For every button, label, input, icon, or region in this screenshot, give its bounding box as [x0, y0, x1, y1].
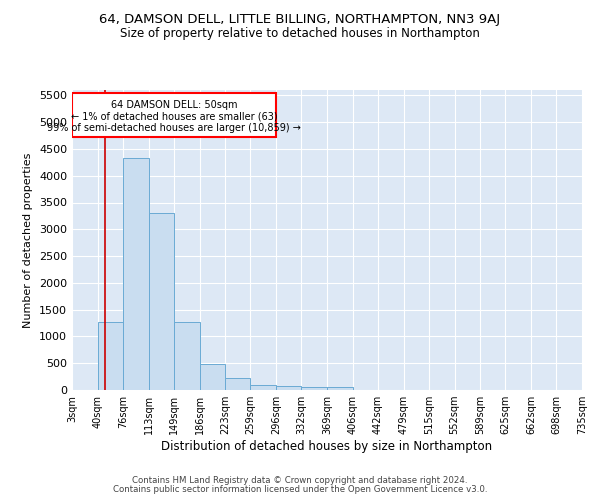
Bar [250, 385, 276, 390]
Text: 64 DAMSON DELL: 50sqm: 64 DAMSON DELL: 50sqm [111, 100, 238, 110]
Bar [174, 322, 199, 390]
Bar [225, 378, 250, 390]
Text: ← 1% of detached houses are smaller (63): ← 1% of detached houses are smaller (63) [71, 112, 277, 122]
Bar [199, 364, 225, 390]
Text: 64, DAMSON DELL, LITTLE BILLING, NORTHAMPTON, NN3 9AJ: 64, DAMSON DELL, LITTLE BILLING, NORTHAM… [100, 12, 500, 26]
Y-axis label: Number of detached properties: Number of detached properties [23, 152, 34, 328]
Bar [276, 386, 301, 390]
Bar [301, 387, 327, 390]
Bar [327, 387, 353, 390]
Bar [123, 158, 149, 390]
Bar [72, 92, 276, 136]
Text: 99% of semi-detached houses are larger (10,859) →: 99% of semi-detached houses are larger (… [47, 123, 301, 133]
Bar [98, 322, 123, 390]
X-axis label: Distribution of detached houses by size in Northampton: Distribution of detached houses by size … [161, 440, 493, 453]
Bar [149, 212, 174, 390]
Text: Contains public sector information licensed under the Open Government Licence v3: Contains public sector information licen… [113, 485, 487, 494]
Text: Size of property relative to detached houses in Northampton: Size of property relative to detached ho… [120, 28, 480, 40]
Text: Contains HM Land Registry data © Crown copyright and database right 2024.: Contains HM Land Registry data © Crown c… [132, 476, 468, 485]
